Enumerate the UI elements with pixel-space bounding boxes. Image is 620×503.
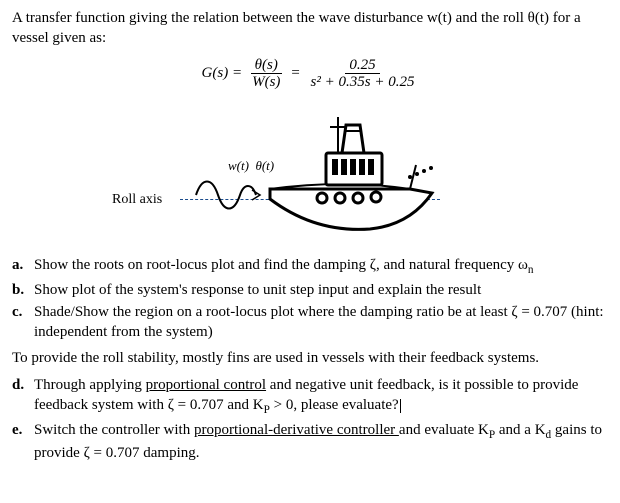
text-cursor bbox=[400, 399, 401, 413]
roll-axis-label: Roll axis bbox=[112, 191, 162, 210]
item-text: Shade/Show the region on a root-locus pl… bbox=[34, 302, 608, 343]
mid-paragraph: To provide the roll stability, mostly fi… bbox=[12, 348, 608, 368]
wave-icon bbox=[194, 173, 264, 217]
question-item: e.Switch the controller with proportiona… bbox=[12, 420, 608, 463]
item-letter: c. bbox=[12, 302, 34, 343]
eq-frac-2: 0.25 s² + 0.35s + 0.25 bbox=[307, 57, 419, 91]
eq-frac1-den: W(s) bbox=[248, 74, 284, 91]
item-text: Through applying proportional control an… bbox=[34, 375, 608, 418]
boat-icon bbox=[260, 103, 440, 243]
question-item: d.Through applying proportional control … bbox=[12, 375, 608, 418]
eq-frac2-den: s² + 0.35s + 0.25 bbox=[307, 74, 419, 91]
item-letter: e. bbox=[12, 420, 34, 463]
vessel-figure: Roll axis w(t) θ(t) bbox=[180, 103, 440, 243]
item-letter: a. bbox=[12, 255, 34, 278]
eq-sign: = bbox=[290, 63, 300, 83]
item-letter: b. bbox=[12, 280, 34, 300]
eq-lhs: G(s) = bbox=[202, 63, 243, 83]
question-list-2: d.Through applying proportional control … bbox=[12, 375, 608, 464]
wave-label-w: w(t) bbox=[228, 158, 249, 173]
item-text: Show plot of the system's response to un… bbox=[34, 280, 608, 300]
transfer-function-equation: G(s) = θ(s) W(s) = 0.25 s² + 0.35s + 0.2… bbox=[12, 57, 608, 91]
eq-frac2-num: 0.25 bbox=[345, 57, 379, 75]
item-text: Show the roots on root-locus plot and fi… bbox=[34, 255, 608, 278]
item-letter: d. bbox=[12, 375, 34, 418]
item-text: Switch the controller with proportional-… bbox=[34, 420, 608, 463]
question-item: b.Show plot of the system's response to … bbox=[12, 280, 608, 300]
eq-frac1-num: θ(s) bbox=[251, 57, 282, 75]
question-item: a.Show the roots on root-locus plot and … bbox=[12, 255, 608, 278]
question-list-1: a.Show the roots on root-locus plot and … bbox=[12, 255, 608, 343]
eq-frac-1: θ(s) W(s) bbox=[248, 57, 284, 91]
question-item: c.Shade/Show the region on a root-locus … bbox=[12, 302, 608, 343]
intro-text: A transfer function giving the relation … bbox=[12, 8, 608, 49]
